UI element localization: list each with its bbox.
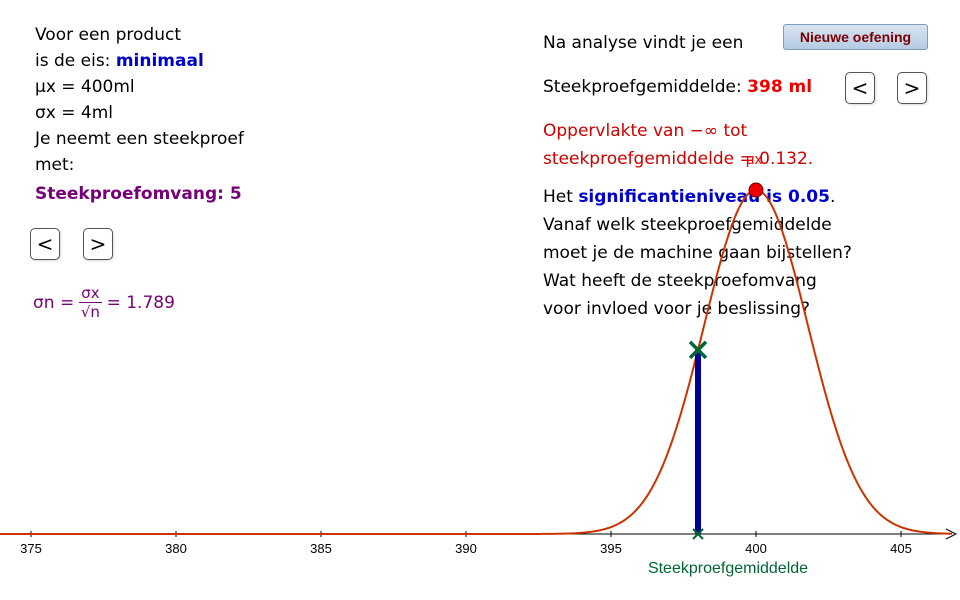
sample-mean-value: 398 ml: [747, 77, 813, 97]
x-tick-label: 395: [600, 541, 622, 556]
x-tick-label: 405: [890, 541, 912, 556]
sample-size-increase-button[interactable]: >: [83, 228, 113, 260]
question-prefix: Het: [543, 187, 579, 207]
axis-point-cross-icon[interactable]: [692, 528, 704, 540]
area-text: Oppervlakte van −∞ tot steekproefgemidde…: [543, 117, 813, 173]
x-tick-label: 380: [165, 541, 187, 556]
markers: [688, 182, 764, 540]
significance-level: significantieniveau is 0.05: [578, 187, 830, 207]
sample-size-decrease-button[interactable]: <: [30, 228, 60, 260]
sigma-n-formula: σn = σx √n = 1.789: [33, 284, 175, 321]
question-suffix: .: [829, 187, 836, 207]
curve-point-cross-icon[interactable]: [688, 340, 708, 360]
question-line-3: moet je de machine gaan bijstellen?: [543, 243, 852, 263]
x-axis-arrow-icon: [945, 528, 958, 540]
formula-left: σn =: [33, 292, 75, 313]
question-text: Het significantieniveau is 0.05. Vanaf w…: [543, 183, 852, 323]
formula-right: = 1.789: [106, 292, 175, 313]
peak-label: μx: [746, 151, 763, 168]
x-tick-label: 400: [745, 541, 767, 556]
x-axis-label: Steekproefgemiddelde: [648, 560, 808, 577]
requirement-prefix: is de eis:: [35, 51, 116, 71]
intro-line-2: is de eis: minimaal: [35, 48, 244, 74]
intro-line-6: met:: [35, 155, 75, 175]
sample-mean-increase-button[interactable]: >: [897, 72, 927, 104]
area-line-1: Oppervlakte van −∞ tot: [543, 121, 748, 141]
question-line-1: Het significantieniveau is 0.05.: [543, 183, 852, 211]
x-tick-label: 385: [310, 541, 332, 556]
density-curve: [0, 188, 953, 535]
area-line-2: steekproefgemiddelde = 0.132.: [543, 149, 814, 169]
formula-denominator: √n: [80, 303, 100, 321]
x-tick-label: 375: [20, 541, 42, 556]
new-exercise-button[interactable]: Nieuwe oefening: [783, 24, 928, 50]
formula-fraction: σx √n: [79, 284, 102, 321]
intro-line-5: Je neemt een steekproef: [35, 129, 244, 149]
population-mean: μx = 400ml: [35, 77, 135, 97]
sample-mean-decrease-button[interactable]: <: [845, 72, 875, 104]
intro-line-1: Voor een product: [35, 25, 181, 45]
question-line-4: Wat heeft de steekproefomvang: [543, 271, 817, 291]
sample-size-label: Steekproefomvang: 5: [35, 184, 242, 204]
sample-mean-label: Steekproefgemiddelde:: [543, 77, 748, 97]
left-description: Voor een product is de eis: minimaal μx …: [35, 22, 244, 178]
peak-point[interactable]: [748, 182, 764, 198]
question-line-5: voor invloed voor je beslissing?: [543, 299, 811, 319]
formula-numerator: σx: [79, 284, 102, 303]
question-line-2: Vanaf welk steekproefgemiddelde: [543, 215, 832, 235]
x-tick-label: 390: [455, 541, 477, 556]
population-sd: σx = 4ml: [35, 103, 113, 123]
requirement-emphasis: minimaal: [115, 51, 204, 71]
sample-mean-line: Steekproefgemiddelde: 398 ml: [543, 73, 812, 101]
analysis-intro: Na analyse vindt je een: [543, 33, 744, 53]
